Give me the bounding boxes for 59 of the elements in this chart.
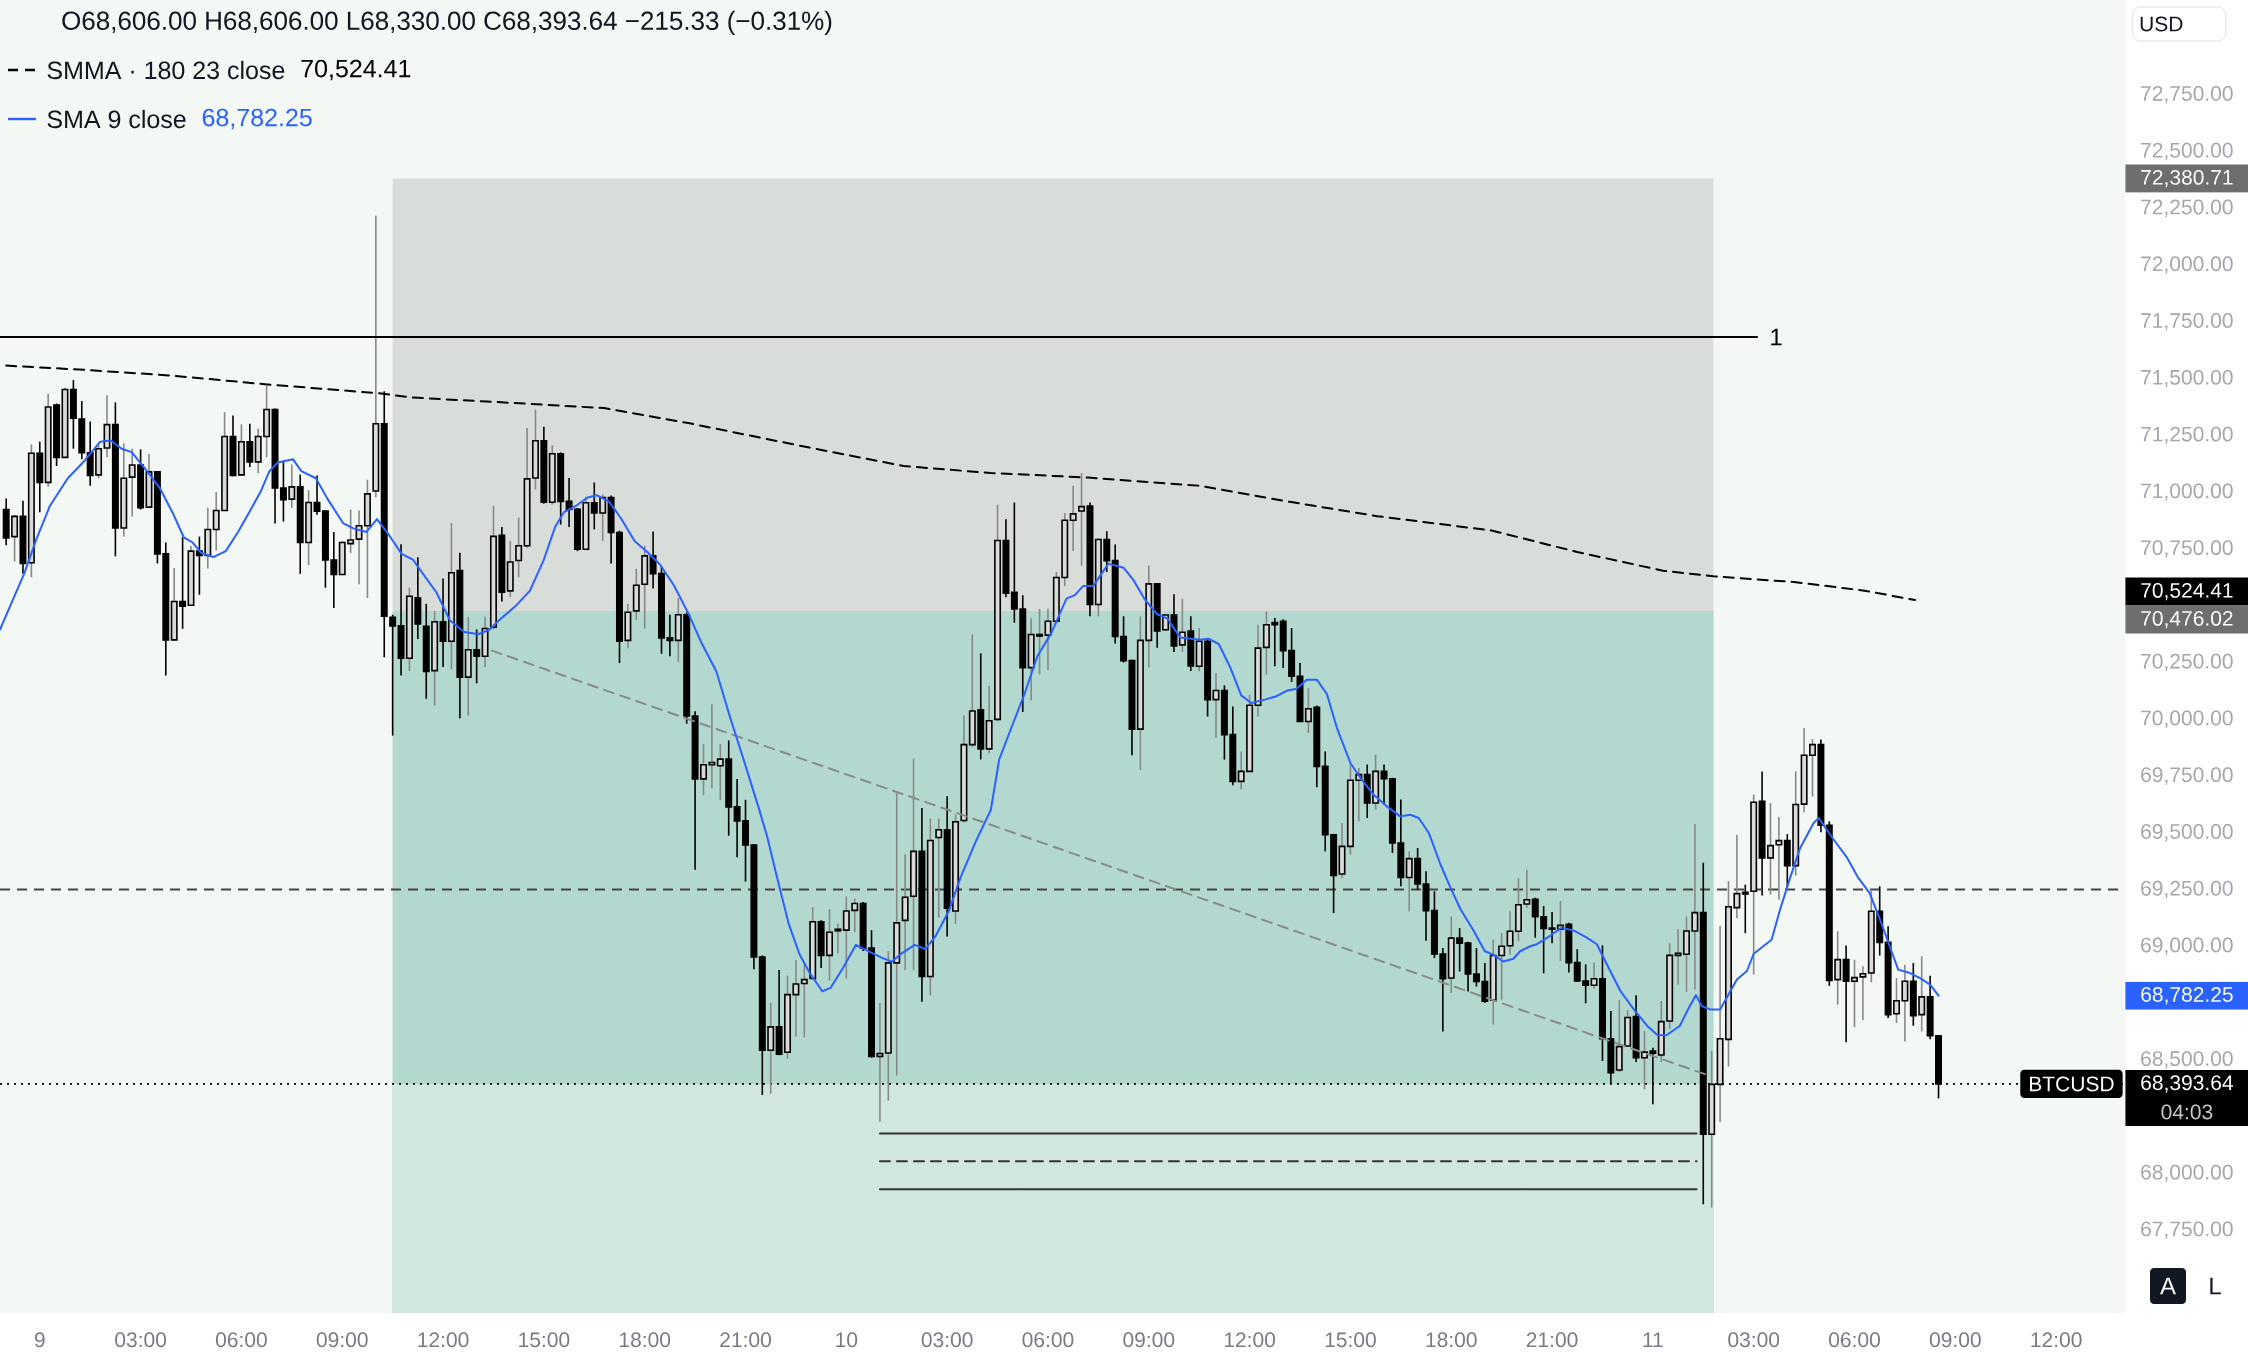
x-tick-label: 18:00: [1426, 1332, 1477, 1348]
annotation: O68,606.00 H68,606.00 L68,330.00 C68,393.64 −215.33 (−0.31%): [62, 10, 832, 36]
x-tick-label: 21:00: [720, 1332, 771, 1348]
y-tick-label: 70,750.00: [2141, 540, 2233, 558]
text: 04:03: [2161, 1104, 2213, 1120]
y-tick-label: 71,500.00: [2141, 369, 2233, 388]
y-tick-label: 70,524.41: [2141, 582, 2233, 601]
y-tick-label: 70,000.00: [2141, 710, 2233, 728]
x-tick-label: 21:00: [1526, 1332, 1578, 1348]
ref-line-label: BTCUSD: [2030, 1076, 2114, 1092]
y-tick-label: 69,750.00: [2141, 767, 2233, 785]
y-tick-label: 72,380.71: [2141, 169, 2233, 188]
x-tick-label: 03:00: [921, 1332, 973, 1348]
x-tick-label: 15:00: [519, 1332, 570, 1348]
x-tick-label: 09:00: [1123, 1332, 1175, 1348]
candlestick: [935, 817, 943, 919]
series-label: 1: [1771, 328, 1782, 346]
text: A: [2160, 1277, 2176, 1295]
y-tick-label: 72,250.00: [2141, 199, 2233, 217]
y-tick-label: 72,000.00: [2141, 256, 2233, 274]
y-tick-label: 71,250.00: [2141, 426, 2233, 444]
x-tick-label: 03:00: [115, 1332, 167, 1348]
candlestick: [515, 516, 523, 579]
x-tick-label: 10: [836, 1332, 858, 1348]
y-tick-label: 68,393.64: [2141, 1075, 2233, 1093]
x-tick-label: 09:00: [1929, 1332, 1981, 1348]
candlestick: [1615, 999, 1623, 1073]
y-tick-label: 69,000.00: [2141, 937, 2233, 955]
y-tick-label: 67,750.00: [2141, 1221, 2233, 1239]
x-tick-label: 12:00: [1224, 1332, 1276, 1348]
x-tick-label: 06:00: [1022, 1332, 1074, 1348]
y-tick-label: 70,476.02: [2141, 610, 2233, 629]
y-tick-label: 71,000.00: [2141, 483, 2233, 501]
y-tick-label: 68,782.25: [2141, 987, 2233, 1005]
y-tick-label: 71,750.00: [2141, 313, 2233, 331]
x-tick-label: 06:00: [1829, 1332, 1880, 1348]
x-tick-label: 12:00: [2031, 1332, 2082, 1348]
y-axis-title: USD: [2140, 16, 2183, 32]
y-tick-label: 69,250.00: [2141, 880, 2233, 899]
text: 70,524.41: [301, 59, 411, 81]
y-tick-label: 69,500.00: [2141, 824, 2233, 842]
x-tick-label: 03:00: [1728, 1332, 1780, 1348]
x-tick-label: 9: [34, 1332, 45, 1348]
x-tick-label: 18:00: [620, 1332, 671, 1348]
y-tick-label: 68,500.00: [2141, 1051, 2233, 1069]
text: L: [2210, 1277, 2221, 1295]
y-tick-label: 68,000.00: [2141, 1164, 2233, 1183]
x-tick-label: 15:00: [1325, 1332, 1376, 1348]
x-tick-label: 11: [1643, 1332, 1663, 1348]
y-tick-label: 72,750.00: [2141, 86, 2233, 104]
y-tick-label: 70,250.00: [2141, 653, 2233, 672]
x-tick-label: 12:00: [418, 1332, 469, 1348]
y-tick-label: 72,500.00: [2141, 142, 2233, 161]
x-tick-label: 09:00: [316, 1332, 368, 1348]
text: 68,782.25: [202, 108, 312, 130]
legend-label: SMMA · 180 23 close: [47, 60, 285, 80]
legend-label: SMA 9 close: [47, 109, 186, 129]
candlestick: [1069, 484, 1077, 552]
x-tick-label: 06:00: [215, 1332, 267, 1348]
